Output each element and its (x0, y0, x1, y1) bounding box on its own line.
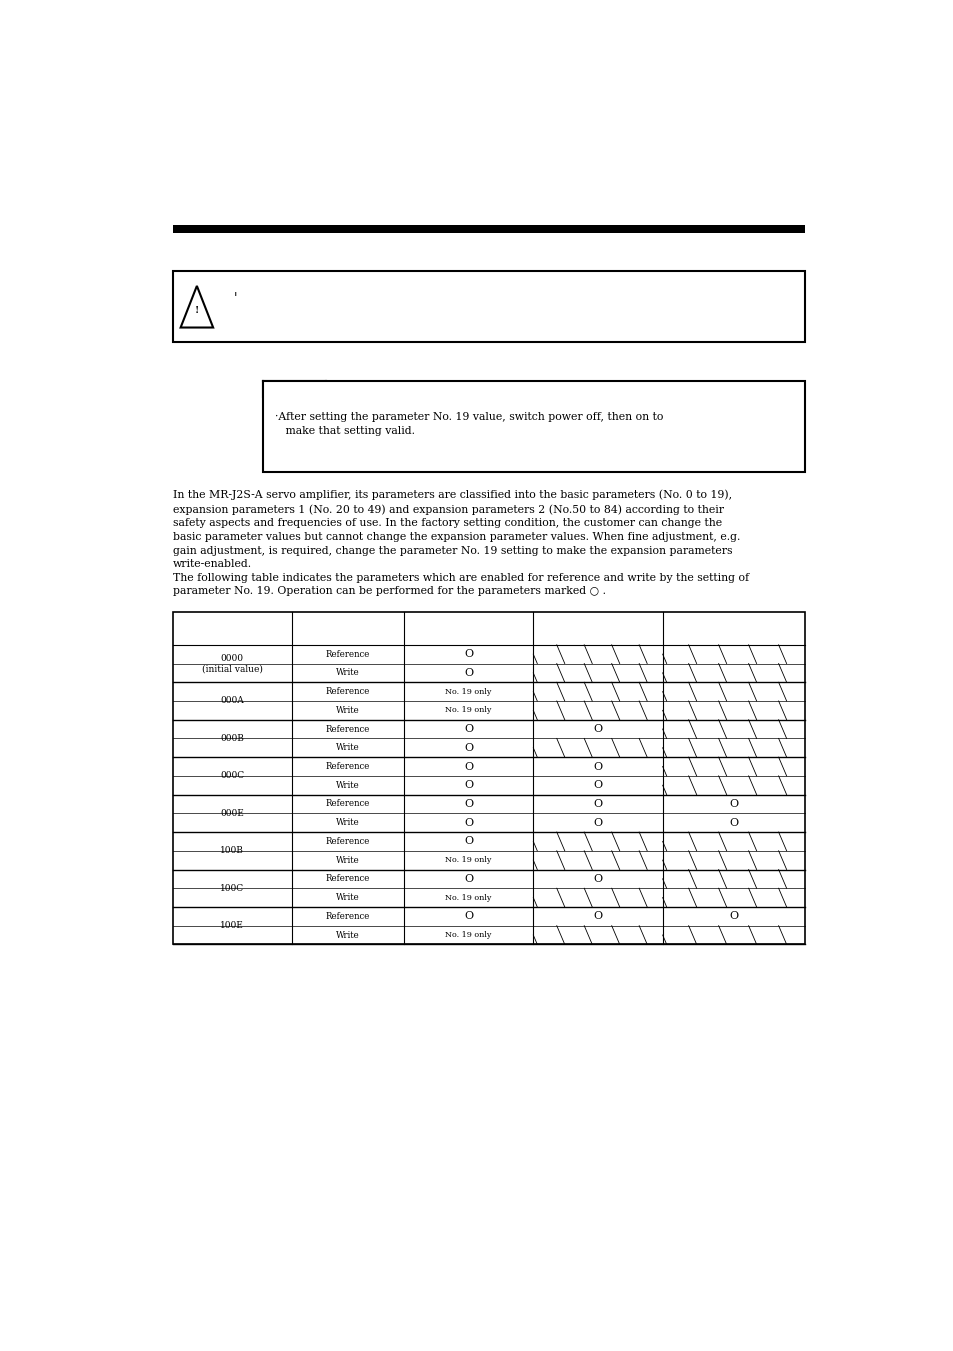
Polygon shape (180, 286, 213, 327)
Text: O: O (593, 874, 602, 884)
Text: Reference: Reference (325, 688, 370, 696)
Text: 000B: 000B (220, 734, 244, 743)
Bar (173, 612, 803, 944)
Text: Write: Write (335, 705, 359, 715)
Text: O: O (463, 912, 473, 921)
Text: No. 19 only: No. 19 only (445, 688, 491, 696)
Text: O: O (463, 817, 473, 828)
Text: No. 19 only: No. 19 only (445, 707, 491, 715)
Text: No. 19 only: No. 19 only (445, 857, 491, 865)
Text: O: O (463, 798, 473, 809)
Text: Reference: Reference (325, 724, 370, 734)
Text: 000A: 000A (220, 697, 244, 705)
Text: No. 19 only: No. 19 only (445, 893, 491, 901)
Text: ': ' (233, 292, 237, 305)
Text: Reference: Reference (325, 912, 370, 921)
Text: O: O (463, 781, 473, 790)
Text: Write: Write (335, 855, 359, 865)
Text: Write: Write (335, 819, 359, 827)
Text: !: ! (194, 307, 199, 315)
Text: O: O (463, 836, 473, 847)
Text: O: O (593, 724, 602, 734)
Bar (173, 272, 803, 342)
Text: Write: Write (335, 893, 359, 902)
Text: In the MR-J2S-A servo amplifier, its parameters are classified into the basic pa: In the MR-J2S-A servo amplifier, its par… (173, 490, 748, 596)
Text: O: O (593, 781, 602, 790)
Text: 000E: 000E (220, 809, 244, 817)
Text: 0000
(initial value): 0000 (initial value) (202, 654, 262, 673)
Text: O: O (463, 724, 473, 734)
Text: O: O (593, 817, 602, 828)
Text: ·After setting the parameter No. 19 value, switch power off, then on to
   make : ·After setting the parameter No. 19 valu… (274, 412, 662, 436)
Text: O: O (593, 762, 602, 771)
Bar (173, 224, 803, 232)
Text: O: O (463, 874, 473, 884)
Text: O: O (593, 798, 602, 809)
Text: No. 19 only: No. 19 only (445, 931, 491, 939)
Text: Reference: Reference (325, 874, 370, 884)
Text: Write: Write (335, 781, 359, 790)
Text: Reference: Reference (325, 836, 370, 846)
Text: Reference: Reference (325, 800, 370, 808)
Text: O: O (728, 798, 738, 809)
Text: Write: Write (335, 669, 359, 677)
Text: Write: Write (335, 931, 359, 939)
Text: O: O (593, 912, 602, 921)
Text: O: O (728, 817, 738, 828)
Text: O: O (463, 667, 473, 678)
Bar (263, 381, 803, 471)
Text: 100E: 100E (220, 921, 244, 931)
Text: 100C: 100C (220, 884, 244, 893)
Text: O: O (463, 743, 473, 753)
Text: Write: Write (335, 743, 359, 753)
Text: Reference: Reference (325, 650, 370, 659)
Text: 000C: 000C (220, 771, 244, 781)
Text: 100B: 100B (220, 846, 244, 855)
Text: O: O (463, 762, 473, 771)
Text: O: O (463, 650, 473, 659)
Text: Reference: Reference (325, 762, 370, 771)
Text: O: O (728, 912, 738, 921)
